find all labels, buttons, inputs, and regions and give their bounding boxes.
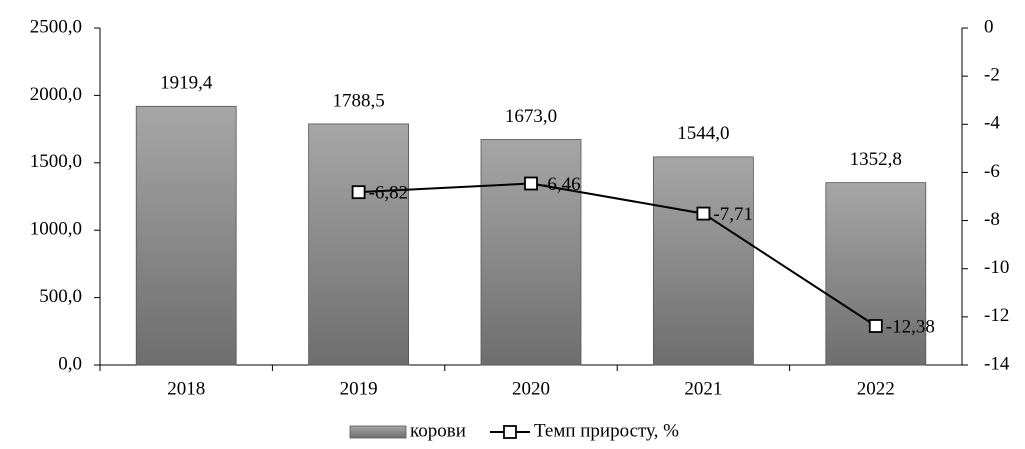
x-tick-label: 2020 (512, 378, 550, 399)
y2-tick-label: 0 (984, 16, 994, 37)
y-tick-label: 1000,0 (30, 219, 82, 240)
y2-tick-label: -2 (984, 65, 1000, 86)
bar (308, 123, 409, 366)
y2-tick-label: -10 (984, 257, 1009, 278)
y-tick-label: 0,0 (58, 353, 82, 374)
bar (653, 156, 754, 366)
line-value-label: -7,71 (713, 204, 753, 225)
legend-marker (503, 425, 517, 439)
legend-swatch (349, 425, 407, 439)
line-marker (868, 319, 883, 333)
line-marker (524, 176, 538, 191)
bar-value-label: 1919,4 (160, 73, 213, 94)
legend-label: корови (410, 420, 466, 441)
y-tick-label: 500,0 (39, 286, 82, 307)
y2-tick-label: -12 (984, 305, 1009, 326)
line (358, 182, 877, 327)
line-marker (696, 206, 711, 221)
line-marker (351, 185, 366, 200)
y2-tick-label: -6 (984, 161, 1000, 182)
y-tick-label: 1500,0 (30, 151, 82, 172)
x-tick-label: 2021 (684, 378, 722, 399)
y2-tick-label: -8 (984, 209, 1000, 230)
y2-tick-label: -4 (984, 113, 1000, 134)
line-value-label: -12,38 (886, 316, 935, 337)
y-tick-label: 2500,0 (30, 16, 82, 37)
bar-value-label: 1544,0 (677, 123, 729, 144)
x-tick-label: 2019 (340, 378, 378, 399)
bar (135, 105, 237, 366)
bar (825, 182, 927, 366)
y-tick-label: 2000,0 (30, 84, 82, 105)
x-tick-label: 2018 (167, 378, 205, 399)
line-value-label: -6,82 (369, 183, 409, 204)
line-value-label: -6,46 (541, 174, 581, 195)
y2-tick-label: -14 (984, 353, 1010, 374)
bar-value-label: 1673,0 (505, 106, 557, 127)
bar-value-label: 1788,5 (332, 90, 384, 111)
legend-label: Темп приросту, % (534, 420, 679, 441)
bar-value-label: 1352,8 (850, 149, 902, 170)
x-tick-label: 2022 (857, 378, 895, 399)
